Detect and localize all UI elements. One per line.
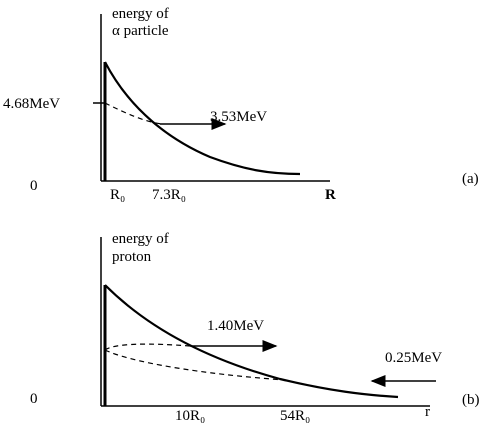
label: 4.68MeV — [3, 96, 60, 112]
label: R — [325, 187, 336, 203]
axis-title: α particle — [112, 23, 169, 39]
panel-label: (a) — [462, 171, 479, 187]
dashed-curve — [104, 349, 286, 381]
potential-curve — [104, 284, 399, 399]
label: 0 — [30, 391, 38, 407]
label: 3.53MeV — [210, 109, 267, 125]
panel-a: energy of α particle 4.68MeV 3.53MeV 0 R… — [3, 6, 479, 203]
label: 10R₀ — [175, 408, 205, 424]
label: R₀ — [110, 187, 125, 203]
label: 7.3R₀ — [152, 187, 186, 203]
dashed-curve — [104, 102, 163, 125]
label: 1.40MeV — [207, 318, 264, 334]
axis-title: energy of — [112, 231, 169, 247]
label: 0 — [30, 178, 38, 194]
axis-title: proton — [112, 249, 152, 265]
potential-curve — [104, 61, 301, 176]
label: 0.25MeV — [385, 350, 442, 366]
label: r — [425, 404, 430, 420]
dashed-curve — [104, 343, 191, 351]
panel-b: energy of proton 1.40MeV 0.25MeV 0 10R₀ … — [30, 231, 480, 424]
panel-label: (b) — [462, 392, 480, 408]
label: 54R₀ — [280, 408, 310, 424]
axis-title: energy of — [112, 6, 169, 22]
